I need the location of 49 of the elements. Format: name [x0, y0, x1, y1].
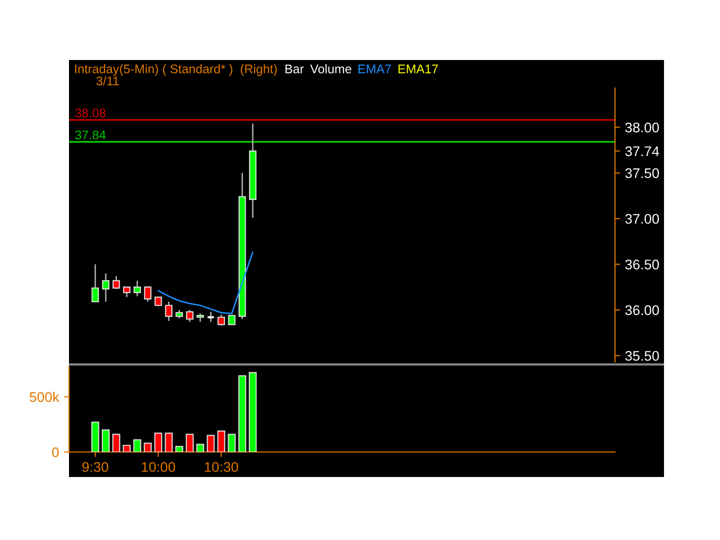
candlestick — [206, 311, 215, 323]
y-tick-label: 36.50 — [625, 260, 659, 270]
candlestick — [165, 301, 172, 322]
ref-line-label: 37.84 — [75, 130, 106, 140]
line-series — [158, 252, 254, 314]
candlestick — [218, 314, 225, 326]
bar — [238, 375, 246, 452]
candlestick — [92, 264, 99, 302]
candlestick — [102, 272, 110, 302]
text: Volume — [310, 64, 352, 74]
bar — [196, 444, 204, 452]
candlestick — [134, 280, 141, 297]
bar — [248, 372, 257, 452]
x-tick-label: 10:00 — [142, 462, 176, 472]
text: EMA7 — [358, 64, 391, 74]
bar — [228, 434, 236, 452]
bar — [112, 434, 120, 452]
bar — [175, 446, 184, 452]
text: 3/11 — [96, 76, 119, 86]
candlestick — [112, 275, 120, 290]
bar — [133, 439, 142, 452]
candlestick — [154, 296, 162, 307]
chart-title: Intraday(5-Min) ( Standard* ) (Right) — [75, 64, 277, 76]
bar — [186, 434, 194, 452]
bar — [206, 434, 215, 452]
bar — [91, 422, 100, 452]
y-tick-label: 36.00 — [625, 305, 659, 316]
candlestick — [144, 286, 152, 302]
candlestick — [123, 286, 130, 298]
ref-line-label: 38.08 — [75, 108, 106, 118]
y-tick-label: 500k — [30, 392, 60, 402]
bar — [164, 432, 173, 452]
bar — [154, 432, 162, 452]
bar — [122, 444, 131, 452]
y-tick-label: 38.00 — [625, 122, 659, 132]
text: EMA17 — [398, 64, 438, 74]
y-tick-label: 37.00 — [625, 214, 659, 224]
x-tick-label: 9:30 — [82, 462, 108, 472]
bar — [217, 430, 226, 452]
y-tick-label: 35.50 — [625, 350, 659, 361]
y-tick-label: 37.74 — [625, 146, 660, 156]
bar — [144, 442, 152, 452]
y-tick-label: 0 — [52, 447, 59, 458]
y-tick-label: 37.50 — [625, 168, 659, 178]
bar — [102, 429, 110, 452]
candlestick — [228, 314, 236, 326]
x-tick-label: 10:30 — [204, 462, 238, 472]
candlestick — [186, 309, 194, 323]
text: Bar — [286, 64, 304, 74]
